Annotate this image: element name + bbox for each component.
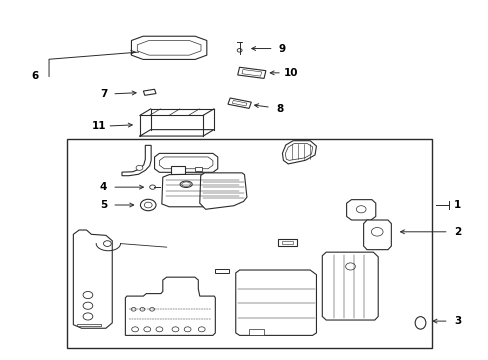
Circle shape (237, 49, 242, 52)
Circle shape (356, 206, 366, 213)
Polygon shape (162, 174, 242, 207)
Circle shape (131, 327, 138, 332)
Text: 7: 7 (100, 89, 107, 99)
Text: 8: 8 (275, 104, 283, 113)
Circle shape (144, 202, 152, 208)
Circle shape (172, 327, 179, 332)
Circle shape (83, 313, 93, 320)
Polygon shape (200, 173, 246, 209)
Circle shape (83, 292, 93, 298)
Text: 2: 2 (453, 227, 460, 237)
Circle shape (103, 241, 111, 247)
Polygon shape (227, 98, 251, 108)
Polygon shape (77, 324, 101, 327)
Bar (67, 139, 431, 348)
Polygon shape (363, 220, 390, 249)
Text: 6: 6 (32, 71, 39, 81)
Circle shape (371, 228, 382, 236)
Polygon shape (215, 269, 228, 273)
Polygon shape (159, 157, 212, 169)
Polygon shape (125, 277, 215, 336)
Polygon shape (322, 252, 377, 320)
Polygon shape (249, 329, 264, 336)
Circle shape (140, 199, 156, 211)
Polygon shape (131, 36, 206, 59)
Text: 11: 11 (91, 121, 106, 131)
Polygon shape (143, 89, 156, 95)
Circle shape (143, 327, 150, 332)
Polygon shape (285, 144, 312, 160)
Polygon shape (346, 200, 375, 220)
Text: 5: 5 (100, 200, 107, 210)
Polygon shape (154, 153, 217, 172)
Text: 10: 10 (283, 68, 297, 78)
Polygon shape (137, 41, 201, 55)
Polygon shape (278, 239, 296, 246)
Polygon shape (73, 230, 112, 328)
Polygon shape (122, 145, 151, 176)
Text: 4: 4 (100, 182, 107, 192)
Circle shape (149, 307, 154, 311)
Circle shape (156, 327, 163, 332)
Polygon shape (232, 100, 246, 106)
Circle shape (136, 165, 142, 170)
Ellipse shape (180, 181, 192, 188)
Circle shape (149, 185, 155, 189)
Text: 9: 9 (278, 44, 285, 54)
Circle shape (345, 263, 355, 270)
Circle shape (131, 307, 136, 311)
Polygon shape (235, 270, 316, 336)
Polygon shape (282, 141, 316, 164)
Polygon shape (237, 67, 265, 78)
Text: 1: 1 (453, 200, 460, 210)
Circle shape (83, 302, 93, 309)
Polygon shape (170, 166, 185, 174)
Text: 3: 3 (453, 316, 460, 326)
Ellipse shape (414, 317, 425, 329)
Circle shape (140, 307, 144, 311)
Circle shape (184, 327, 191, 332)
Circle shape (198, 327, 204, 332)
Polygon shape (242, 69, 261, 76)
Polygon shape (282, 241, 292, 244)
Polygon shape (195, 167, 201, 171)
Ellipse shape (182, 182, 190, 186)
